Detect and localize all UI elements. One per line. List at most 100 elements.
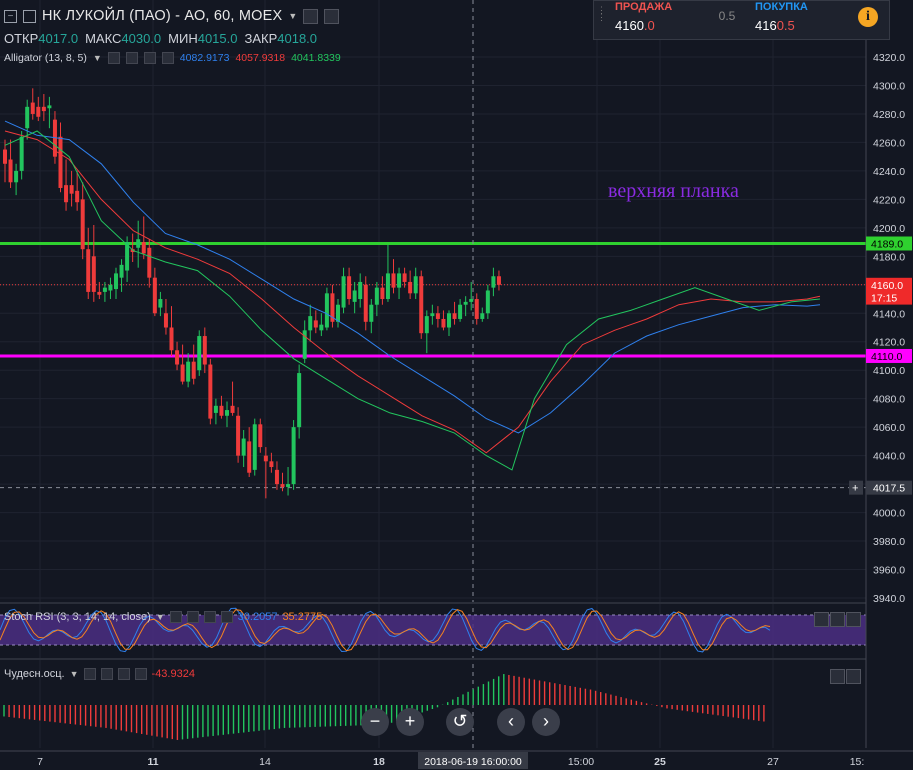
copy-icon[interactable]	[203, 611, 216, 623]
candle-body	[247, 441, 252, 473]
candle-body	[441, 318, 446, 328]
eye-icon[interactable]	[107, 52, 120, 64]
candle-body	[202, 336, 207, 365]
candle-body	[241, 438, 246, 456]
candle-body	[80, 199, 85, 250]
price-tick-label: 4220.0	[873, 194, 905, 206]
candle-body	[430, 313, 435, 317]
gear-icon[interactable]	[125, 52, 138, 64]
candle-body	[197, 336, 202, 371]
pane-up-icon[interactable]	[830, 669, 845, 684]
candle-body	[19, 136, 24, 171]
candle-body	[452, 313, 457, 319]
candle-body	[36, 106, 41, 117]
collapse-toggle[interactable]: −	[4, 9, 17, 23]
price-label: 4160.0	[871, 280, 903, 292]
gear-icon[interactable]	[186, 611, 199, 623]
candle-body	[236, 415, 241, 456]
annotation-text[interactable]: верхняя планка	[608, 180, 739, 202]
price-label: 17:15	[871, 293, 897, 305]
alligator-legend[interactable]: Alligator (13, 8, 5) ▼ 4082.9173 4057.93…	[4, 52, 341, 64]
copy-icon[interactable]	[143, 52, 156, 64]
low-label: МИН	[168, 31, 198, 46]
price-label-bg	[866, 277, 912, 292]
time-tick-label: 11	[147, 756, 158, 768]
gear-icon[interactable]	[100, 668, 113, 680]
buy-price: 4160.5	[755, 18, 795, 33]
stoch-d-line	[0, 609, 771, 652]
pane-close-icon[interactable]	[846, 669, 861, 684]
pane-down-icon[interactable]	[830, 612, 845, 627]
candle-body	[3, 149, 7, 164]
sell-price: 4160.0	[615, 18, 655, 33]
candle-body	[191, 361, 196, 379]
chevron-down-icon[interactable]: ▼	[288, 11, 298, 21]
alligator-teeth-value: 4057.9318	[235, 52, 286, 64]
stoch-k-value: 30.2057	[237, 611, 278, 623]
stoch-rsi-label[interactable]: Stoch RSI (3, 3, 14, 14, close)	[4, 611, 151, 623]
candle-body	[397, 273, 402, 288]
eye-icon[interactable]	[83, 668, 96, 680]
candle-body	[485, 290, 490, 314]
eye-icon[interactable]	[169, 611, 182, 623]
close-icon[interactable]	[134, 668, 147, 680]
gear-icon[interactable]	[324, 8, 340, 24]
price-tick-label: 4280.0	[873, 109, 905, 121]
add-alert-bg[interactable]	[849, 480, 863, 495]
plus-icon[interactable]: +	[852, 483, 858, 495]
open-label: ОТКР	[4, 31, 39, 46]
spread-value: 0.5	[718, 9, 736, 23]
candle-body	[180, 364, 185, 382]
scroll-forward-button[interactable]: ›	[532, 708, 560, 736]
copy-icon[interactable]	[117, 668, 130, 680]
alligator-jaw-line	[4, 120, 821, 434]
close-icon[interactable]	[161, 52, 174, 64]
candle-body	[347, 276, 352, 300]
info-icon[interactable]: i	[858, 7, 878, 27]
buy-button[interactable]: ПОКУПКА 4160.5	[750, 1, 850, 39]
candle-body	[175, 350, 180, 365]
price-tick-label: 4040.0	[873, 451, 905, 463]
price-tick-label: 3940.0	[873, 593, 905, 605]
scroll-back-button[interactable]: ‹	[497, 708, 525, 736]
price-axis-bg	[866, 0, 913, 770]
candle-body	[163, 313, 168, 328]
settings-icon[interactable]	[303, 8, 319, 24]
time-tick-label: 18	[373, 756, 385, 768]
time-tick-label: 15:00	[568, 756, 594, 768]
candle-body	[208, 364, 213, 419]
sell-button[interactable]: ПРОДАЖА 4160.0	[610, 1, 707, 39]
candle-body	[213, 405, 218, 413]
awesome-osc-label[interactable]: Чудесн.осц.	[4, 668, 65, 680]
drag-handle-icon[interactable]: ⋮ ⋮	[597, 5, 606, 22]
price-tick-label: 4300.0	[873, 80, 905, 92]
candle-body	[258, 424, 263, 448]
chevron-down-icon[interactable]: ▼	[69, 669, 79, 679]
time-tick-label: 14	[259, 756, 271, 768]
price-tick-label: 4240.0	[873, 166, 905, 178]
candle-body	[14, 170, 19, 183]
price-label-bg	[866, 236, 912, 251]
checkbox-icon[interactable]	[23, 9, 36, 23]
chevron-down-icon[interactable]: ▼	[155, 612, 165, 622]
zoom-out-button[interactable]: −	[361, 708, 389, 736]
close-icon[interactable]	[220, 611, 233, 623]
symbol-title[interactable]: НК ЛУКОЙЛ (ПАО) - АО, 60, MOEX	[42, 8, 283, 24]
alligator-lips-line	[4, 130, 821, 471]
pane-up-icon[interactable]	[814, 612, 829, 627]
awesome-osc-value: -43.9324	[151, 668, 195, 680]
price-tick-label: 4140.0	[873, 308, 905, 320]
chevron-down-icon[interactable]: ▼	[92, 53, 102, 63]
pane-close-icon[interactable]	[846, 612, 861, 627]
stoch-rsi-legend[interactable]: Stoch RSI (3, 3, 14, 14, close) ▼ 30.205…	[4, 611, 322, 623]
price-label: 4189.0	[871, 239, 903, 251]
price-tick-label: 4260.0	[873, 137, 905, 149]
alligator-label[interactable]: Alligator (13, 8, 5)	[4, 52, 87, 64]
zoom-in-button[interactable]: +	[396, 708, 424, 736]
awesome-osc-legend[interactable]: Чудесн.осц. ▼ -43.9324	[4, 668, 195, 680]
candle-body	[152, 277, 157, 314]
time-tick-label: 15:	[850, 756, 865, 768]
reset-chart-button[interactable]: ↺	[446, 708, 474, 736]
ohlc-readout: ОТКР4017.0 МАКС4030.0 МИН4015.0 ЗАКР4018…	[4, 31, 317, 46]
